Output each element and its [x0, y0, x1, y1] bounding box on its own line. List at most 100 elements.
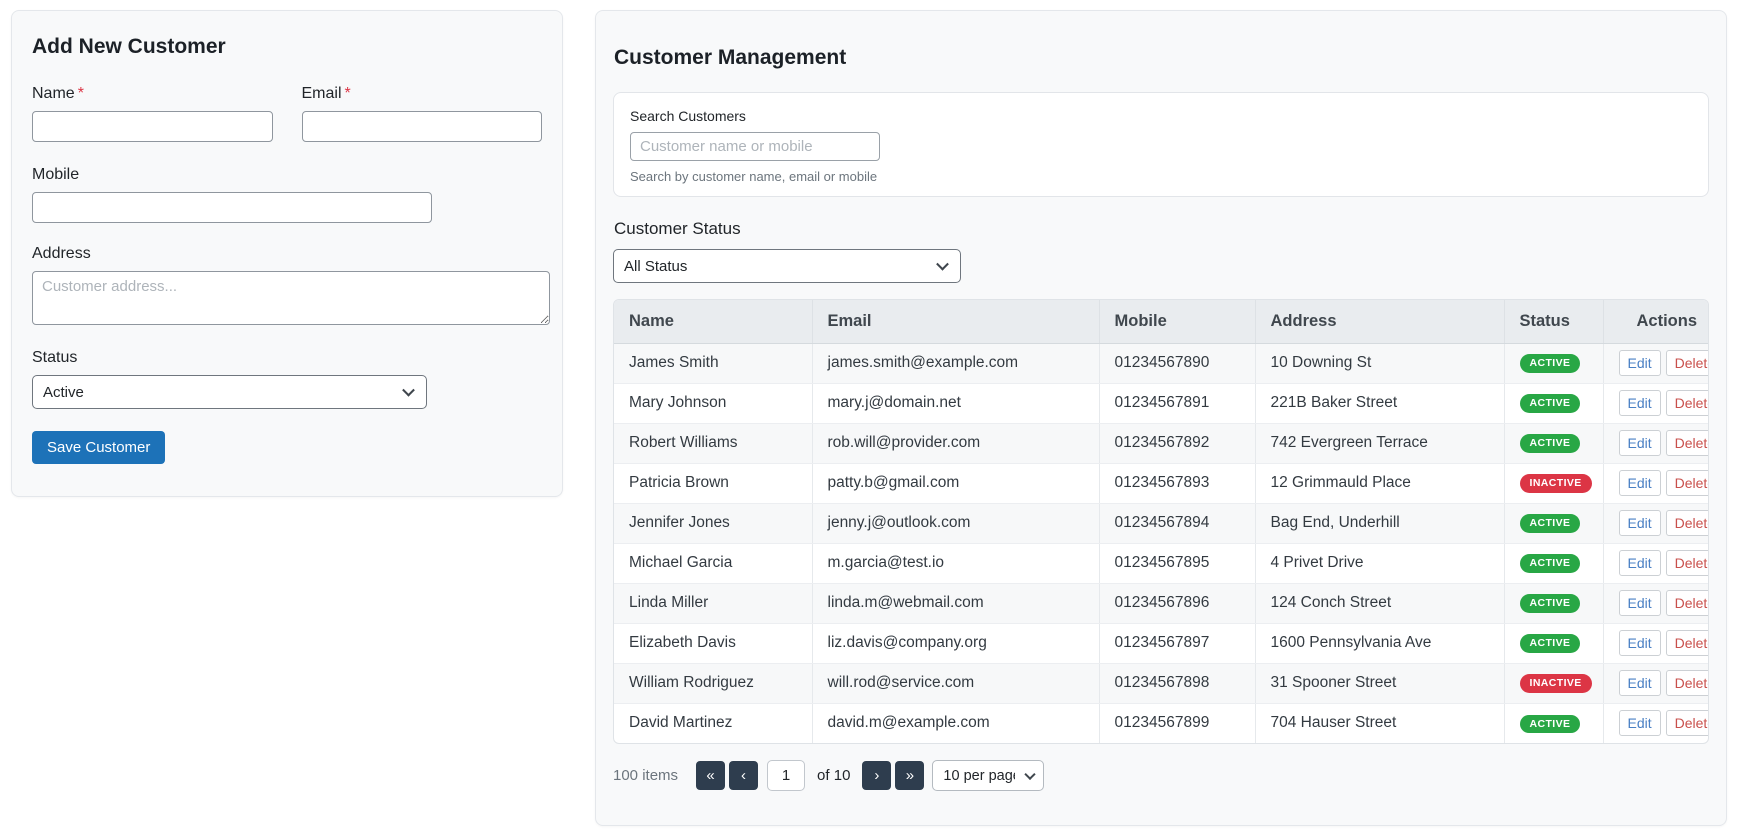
cell-mobile: 01234567891: [1099, 383, 1256, 424]
per-page-select[interactable]: 10 per page: [932, 760, 1045, 791]
cell-mobile: 01234567894: [1099, 503, 1256, 544]
table-row: Jennifer Jones jenny.j@outlook.com 0123456…: [614, 503, 1708, 544]
cell-email: james.smith@example.com: [812, 343, 1100, 384]
cell-address: 704 Hauser Street: [1255, 703, 1505, 743]
cell-address: 1600 Pennsylvania Ave: [1255, 623, 1505, 664]
cell-status: ACTIVE: [1504, 703, 1604, 743]
table-row: Linda Miller linda.m@webmail.com 012345678…: [614, 583, 1708, 624]
pagination-bar: 100 items « ‹ of 10 › » 10 per page: [613, 760, 1709, 791]
delete-button[interactable]: Delete: [1665, 590, 1708, 616]
cell-name: Jennifer Jones: [614, 503, 813, 544]
cell-name: David Martinez: [614, 703, 813, 743]
cell-name: Patricia Brown: [614, 463, 813, 504]
table-row: Patricia Brown patty.b@gmail.com 012345678…: [614, 463, 1708, 504]
delete-button[interactable]: Delete: [1665, 510, 1708, 536]
delete-button[interactable]: Delete: [1665, 550, 1708, 576]
column-header-mobile: Mobile: [1099, 300, 1256, 344]
cell-address: 742 Evergreen Terrace: [1255, 423, 1505, 464]
previous-page-button[interactable]: ‹: [729, 761, 759, 790]
delete-button[interactable]: Delete: [1665, 670, 1708, 696]
mobile-field[interactable]: [32, 192, 432, 223]
customers-table: Name Email Mobile Address Status Actions Jame…: [613, 299, 1709, 744]
last-page-button[interactable]: »: [895, 761, 925, 790]
search-help-text: Search by customer name, email or mobile: [630, 169, 878, 184]
status-label: Status: [32, 349, 78, 366]
cell-status: ACTIVE: [1504, 583, 1604, 624]
search-section: Search Customers Search by customer name…: [613, 92, 1709, 197]
required-asterisk: *: [77, 85, 84, 102]
cell-actions: EditDelete: [1603, 623, 1708, 664]
edit-button[interactable]: Edit: [1618, 670, 1661, 696]
email-field[interactable]: [301, 111, 542, 142]
edit-button[interactable]: Edit: [1618, 710, 1661, 737]
cell-actions: EditDelete: [1603, 503, 1708, 544]
delete-button[interactable]: Delete: [1665, 430, 1708, 456]
cell-name: Linda Miller: [614, 583, 813, 624]
cell-name: Michael Garcia: [614, 543, 813, 584]
add-customer-panel: Add New Customer Name * Email * Mobile Add…: [11, 10, 563, 497]
cell-status: ACTIVE: [1504, 423, 1604, 464]
cell-status: INACTIVE: [1504, 463, 1604, 504]
cell-actions: EditDelete: [1603, 463, 1708, 504]
cell-email: rob.will@provider.com: [812, 423, 1100, 464]
cell-status: ACTIVE: [1504, 543, 1604, 584]
cell-actions: EditDelete: [1603, 343, 1708, 384]
status-badge: ACTIVE: [1519, 394, 1581, 413]
status-badge: INACTIVE: [1519, 674, 1592, 693]
column-header-name: Name: [614, 300, 813, 344]
cell-email: mary.j@domain.net: [812, 383, 1100, 424]
name-field[interactable]: [32, 111, 273, 142]
cell-mobile: 01234567899: [1099, 703, 1256, 743]
delete-button[interactable]: Delete: [1665, 710, 1708, 737]
cell-mobile: 01234567896: [1099, 583, 1256, 624]
search-input[interactable]: [630, 132, 880, 161]
cell-status: ACTIVE: [1504, 623, 1604, 664]
next-page-button[interactable]: ›: [862, 761, 892, 790]
table-row: David Martinez david.m@example.com 0123456…: [614, 703, 1708, 743]
mobile-label: Mobile: [32, 166, 80, 183]
cell-address: 31 Spooner Street: [1255, 663, 1505, 704]
table-row: Michael Garcia m.garcia@test.io 0123456789…: [614, 543, 1708, 584]
email-label: Email *: [301, 85, 351, 102]
delete-button[interactable]: Delete: [1665, 390, 1708, 416]
column-header-address: Address: [1255, 300, 1505, 344]
status-badge: ACTIVE: [1519, 354, 1581, 373]
cell-actions: EditDelete: [1603, 663, 1708, 704]
edit-button[interactable]: Edit: [1618, 510, 1661, 536]
edit-button[interactable]: Edit: [1618, 470, 1661, 496]
status-badge: ACTIVE: [1519, 554, 1581, 573]
name-label: Name *: [32, 85, 84, 102]
delete-button[interactable]: Delete: [1665, 470, 1708, 496]
customer-management-panel: Customer Management Search Customers Sea…: [595, 10, 1727, 826]
address-field[interactable]: [32, 271, 550, 325]
status-select[interactable]: Active: [32, 375, 427, 409]
edit-button[interactable]: Edit: [1618, 390, 1661, 416]
cell-email: david.m@example.com: [812, 703, 1100, 743]
first-page-button[interactable]: «: [696, 761, 726, 790]
cell-mobile: 01234567893: [1099, 463, 1256, 504]
cell-name: William Rodriguez: [614, 663, 813, 704]
edit-button[interactable]: Edit: [1618, 430, 1661, 456]
page-count-text: of 10: [817, 767, 851, 784]
save-customer-button[interactable]: Save Customer: [32, 431, 166, 464]
edit-button[interactable]: Edit: [1618, 630, 1661, 656]
column-header-email: Email: [812, 300, 1100, 344]
status-badge: INACTIVE: [1519, 474, 1592, 493]
cell-status: INACTIVE: [1504, 663, 1604, 704]
page-number-input[interactable]: [767, 760, 806, 791]
cell-address: 12 Grimmauld Place: [1255, 463, 1505, 504]
edit-button[interactable]: Edit: [1618, 590, 1661, 616]
delete-button[interactable]: Delete: [1665, 630, 1708, 656]
table-row: Mary Johnson mary.j@domain.net 01234567891…: [614, 383, 1708, 424]
cell-actions: EditDelete: [1603, 583, 1708, 624]
edit-button[interactable]: Edit: [1618, 550, 1661, 576]
cell-email: linda.m@webmail.com: [812, 583, 1100, 624]
cell-status: ACTIVE: [1504, 503, 1604, 544]
cell-mobile: 01234567898: [1099, 663, 1256, 704]
edit-button[interactable]: Edit: [1618, 350, 1661, 376]
column-header-status: Status: [1504, 300, 1604, 344]
customer-status-filter-select[interactable]: All Status: [613, 249, 961, 283]
cell-status: ACTIVE: [1504, 383, 1604, 424]
cell-actions: EditDelete: [1603, 543, 1708, 584]
delete-button[interactable]: Delete: [1665, 350, 1708, 376]
